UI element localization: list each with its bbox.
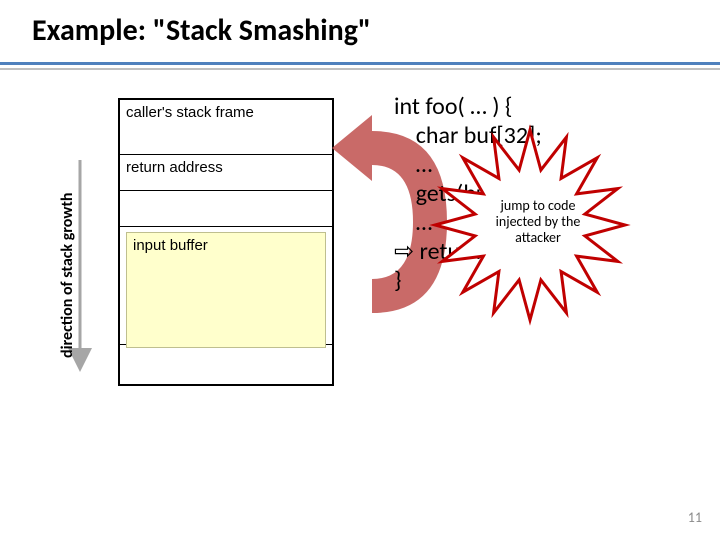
- input-buffer-box: input buffer: [126, 232, 326, 348]
- cell-gap-2: [120, 344, 332, 384]
- attacker-annotation: jump to codeinjected by theattacker: [478, 198, 598, 246]
- cell-caller-label: caller's stack frame: [126, 104, 254, 121]
- title-rule-primary: [0, 62, 720, 65]
- annotation-line: jump to code: [478, 198, 598, 214]
- stack-growth-arrow: [0, 0, 720, 540]
- input-buffer-label: input buffer: [133, 237, 208, 254]
- code-snippet: int foo( … ) { char buf[32]; … gets(buf)…: [394, 92, 542, 295]
- annotation-line: attacker: [478, 230, 598, 246]
- cell-gap-1: [120, 190, 332, 226]
- title-rule-secondary: [0, 68, 720, 70]
- code-line: char buf[32];: [394, 121, 542, 150]
- cell-retaddr-label: return address: [126, 159, 223, 176]
- page-number: 11: [688, 509, 702, 526]
- cell-return-address: return address: [120, 154, 332, 190]
- cell-caller-frame: caller's stack frame: [120, 100, 332, 154]
- code-line: int foo( … ) {: [394, 92, 542, 121]
- annotation-line: injected by the: [478, 214, 598, 230]
- slide: Example: "Stack Smashing" direction of s…: [0, 0, 720, 540]
- slide-title: Example: "Stack Smashing": [32, 12, 371, 49]
- code-line: …: [394, 150, 542, 179]
- overflow-arrow: [0, 0, 720, 540]
- stack-growth-label: direction of stack growth: [58, 193, 77, 358]
- stack-frame-diagram: caller's stack frame return address inpu…: [118, 98, 334, 386]
- code-line: }: [394, 266, 542, 295]
- starburst-callout: [0, 0, 720, 540]
